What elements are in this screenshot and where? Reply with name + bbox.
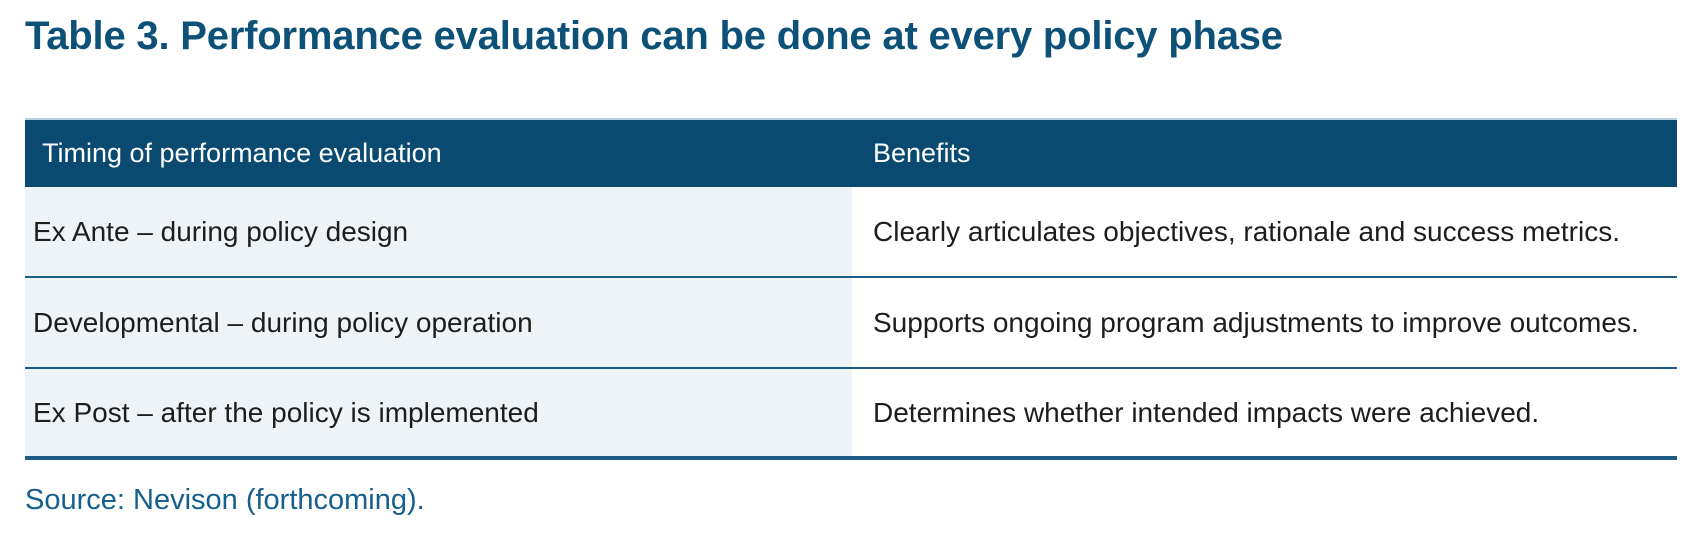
table-row-developmental: Developmental – during policy operation … <box>25 278 1677 369</box>
table-header-row: Timing of performance evaluation Benefit… <box>25 120 1677 187</box>
column-header-timing: Timing of performance evaluation <box>42 138 442 168</box>
benefit-cell: Supports ongoing program adjustments to … <box>852 278 1677 367</box>
source-note: Source: Nevison (forthcoming). <box>25 484 425 516</box>
benefit-cell: Clearly articulates objectives, rational… <box>852 187 1677 276</box>
column-header-benefits: Benefits <box>873 138 971 168</box>
table-title: Table 3. Performance evaluation can be d… <box>25 14 1283 58</box>
timing-cell: Ex Post – after the policy is implemente… <box>25 369 852 456</box>
timing-cell: Ex Ante – during policy design <box>25 187 852 276</box>
benefit-cell: Determines whether intended impacts were… <box>852 369 1677 456</box>
evaluation-table: Timing of performance evaluation Benefit… <box>25 118 1677 460</box>
timing-cell: Developmental – during policy operation <box>25 278 852 367</box>
table-row-ex-ante: Ex Ante – during policy design Clearly a… <box>25 187 1677 278</box>
table-row-ex-post: Ex Post – after the policy is implemente… <box>25 369 1677 460</box>
